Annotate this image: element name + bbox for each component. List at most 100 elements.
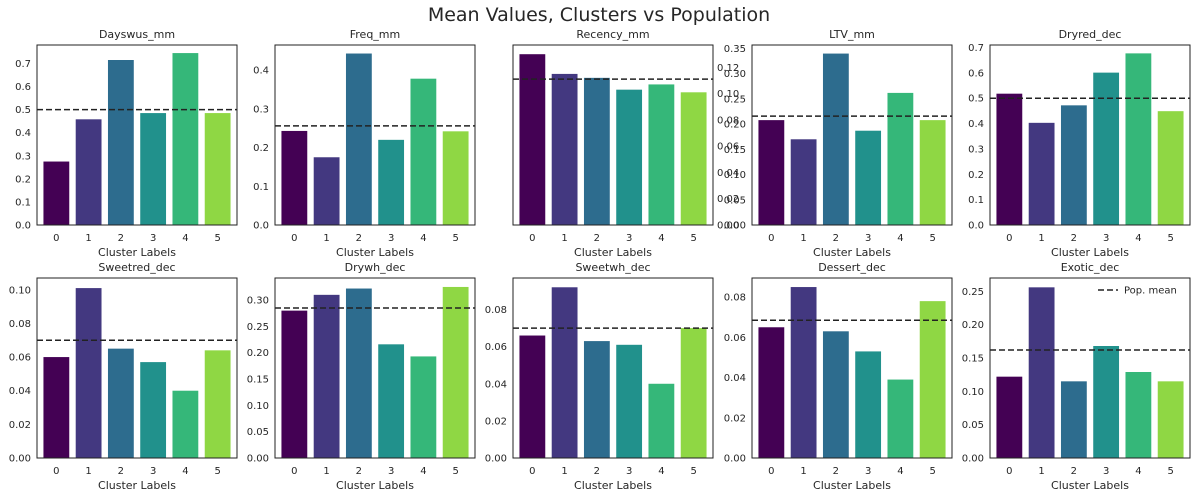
y-tick-label: 0.0 — [15, 221, 31, 232]
x-tick-label: 4 — [658, 466, 664, 477]
y-tick-label: 0.06 — [485, 342, 507, 353]
x-tick-label: 0 — [768, 466, 774, 477]
y-tick-label: 0.04 — [717, 168, 739, 179]
x-tick-label: 1 — [85, 233, 91, 244]
x-tick-label: 5 — [929, 466, 935, 477]
bar — [919, 120, 946, 225]
y-tick-label: 0.2 — [968, 170, 984, 181]
bar — [790, 287, 817, 458]
y-tick-label: 0.10 — [717, 89, 739, 100]
y-tick-label: 0.04 — [724, 373, 746, 384]
bar — [583, 77, 610, 225]
bar — [1125, 53, 1152, 226]
figure-title: Mean Values, Clusters vs Population — [428, 4, 770, 26]
bar — [172, 390, 199, 458]
y-tick-label: 0.20 — [962, 320, 984, 331]
y-tick-label: 0.06 — [724, 333, 746, 344]
x-tick-label: 5 — [1167, 233, 1173, 244]
axes-frame — [751, 277, 953, 459]
bar — [887, 92, 914, 226]
bar — [758, 327, 785, 458]
y-tick-label: 0.00 — [485, 454, 507, 465]
y-tick-label: 0.00 — [247, 454, 269, 465]
x-tick-label: 3 — [150, 466, 156, 477]
x-tick-label: 1 — [800, 233, 806, 244]
subplot-drywh-dec: Drywh_dec 0 1 2 3 4 5 Cluster Labels 0.00 0.05 0.1… — [247, 261, 476, 492]
axes-frame — [36, 277, 238, 459]
axes-frame — [274, 277, 476, 459]
bar — [680, 92, 707, 225]
subplot-dessert-dec: Dessert_dec 0 1 2 3 4 5 Cluster Labels 0.00 0.02 0… — [724, 261, 953, 492]
x-tick-label: 1 — [561, 233, 567, 244]
x-tick-label: 2 — [594, 466, 600, 477]
bar — [75, 119, 102, 225]
subplot-title: Dryred_dec — [1059, 28, 1122, 41]
x-axis-label: Cluster Labels — [574, 246, 652, 259]
y-tick-label: 0.5 — [968, 94, 984, 105]
y-tick-label: 0.00 — [962, 454, 984, 465]
y-tick-label: 0.10 — [724, 170, 746, 181]
y-tick-label: 0.4 — [968, 119, 984, 130]
axes-frame — [512, 277, 714, 459]
x-tick-label: 3 — [626, 466, 632, 477]
bar — [1060, 381, 1087, 458]
bar — [996, 376, 1023, 458]
bar — [313, 157, 340, 225]
x-tick-label: 1 — [323, 233, 329, 244]
bar — [790, 139, 817, 225]
x-tick-label: 3 — [1103, 233, 1109, 244]
bar — [648, 383, 675, 458]
x-tick-label: 4 — [897, 233, 903, 244]
x-tick-label: 1 — [323, 466, 329, 477]
bar — [996, 93, 1023, 226]
bar — [410, 78, 437, 226]
x-tick-label: 1 — [85, 466, 91, 477]
x-tick-label: 0 — [53, 466, 59, 477]
y-tick-label: 0.4 — [15, 128, 31, 139]
subplot-dryred-dec: Dryred_dec 0 1 2 3 4 5 Cluster Labels 0.0 0.1 0.2 0… — [968, 28, 1191, 259]
subplot-title: Sweetwh_dec — [575, 261, 650, 274]
y-tick-label: 0.15 — [962, 354, 984, 365]
x-tick-label: 1 — [1038, 233, 1044, 244]
bar — [378, 139, 405, 225]
x-tick-label: 3 — [1103, 466, 1109, 477]
y-tick-label: 0.5 — [15, 105, 31, 116]
bar — [107, 60, 134, 225]
y-tick-label: 0.04 — [9, 386, 31, 397]
y-tick-label: 0.1 — [968, 195, 984, 206]
y-tick-label: 0.3 — [15, 151, 31, 162]
x-tick-label: 4 — [182, 466, 188, 477]
bar — [551, 287, 578, 458]
y-tick-label: 0.05 — [247, 427, 269, 438]
subplot-title: Dayswus_mm — [99, 28, 175, 41]
y-tick-label: 0.10 — [9, 285, 31, 296]
x-axis-label: Cluster Labels — [574, 479, 652, 492]
bar — [855, 351, 882, 458]
bar — [855, 130, 882, 225]
x-tick-label: 4 — [658, 233, 664, 244]
x-axis-label: Cluster Labels — [98, 246, 176, 259]
x-tick-label: 4 — [897, 466, 903, 477]
x-axis-label: Cluster Labels — [813, 479, 891, 492]
subplot-freq-mm: Freq_mm 0 1 2 3 4 5 Cluster Labels 0.0 0.1 0.2 0.3 0… — [253, 28, 476, 259]
x-tick-label: 0 — [53, 233, 59, 244]
y-tick-label: 0.2 — [15, 174, 31, 185]
x-tick-label: 0 — [529, 233, 535, 244]
y-tick-label: 0.12 — [717, 63, 739, 74]
bar — [378, 344, 405, 458]
bar — [616, 344, 643, 458]
bar — [140, 113, 167, 225]
bar — [204, 350, 231, 458]
bar — [1093, 72, 1120, 225]
bar — [107, 348, 134, 458]
y-tick-label: 0.15 — [724, 145, 746, 156]
bar — [442, 286, 469, 458]
legend: Pop. mean — [1098, 286, 1177, 297]
y-tick-label: 0.15 — [247, 375, 269, 386]
y-tick-label: 0.7 — [968, 43, 984, 54]
y-tick-label: 0.1 — [253, 182, 269, 193]
x-axis-label: Cluster Labels — [98, 479, 176, 492]
axes-frame — [274, 44, 476, 226]
bar — [583, 341, 610, 458]
y-tick-label: 0.02 — [9, 420, 31, 431]
